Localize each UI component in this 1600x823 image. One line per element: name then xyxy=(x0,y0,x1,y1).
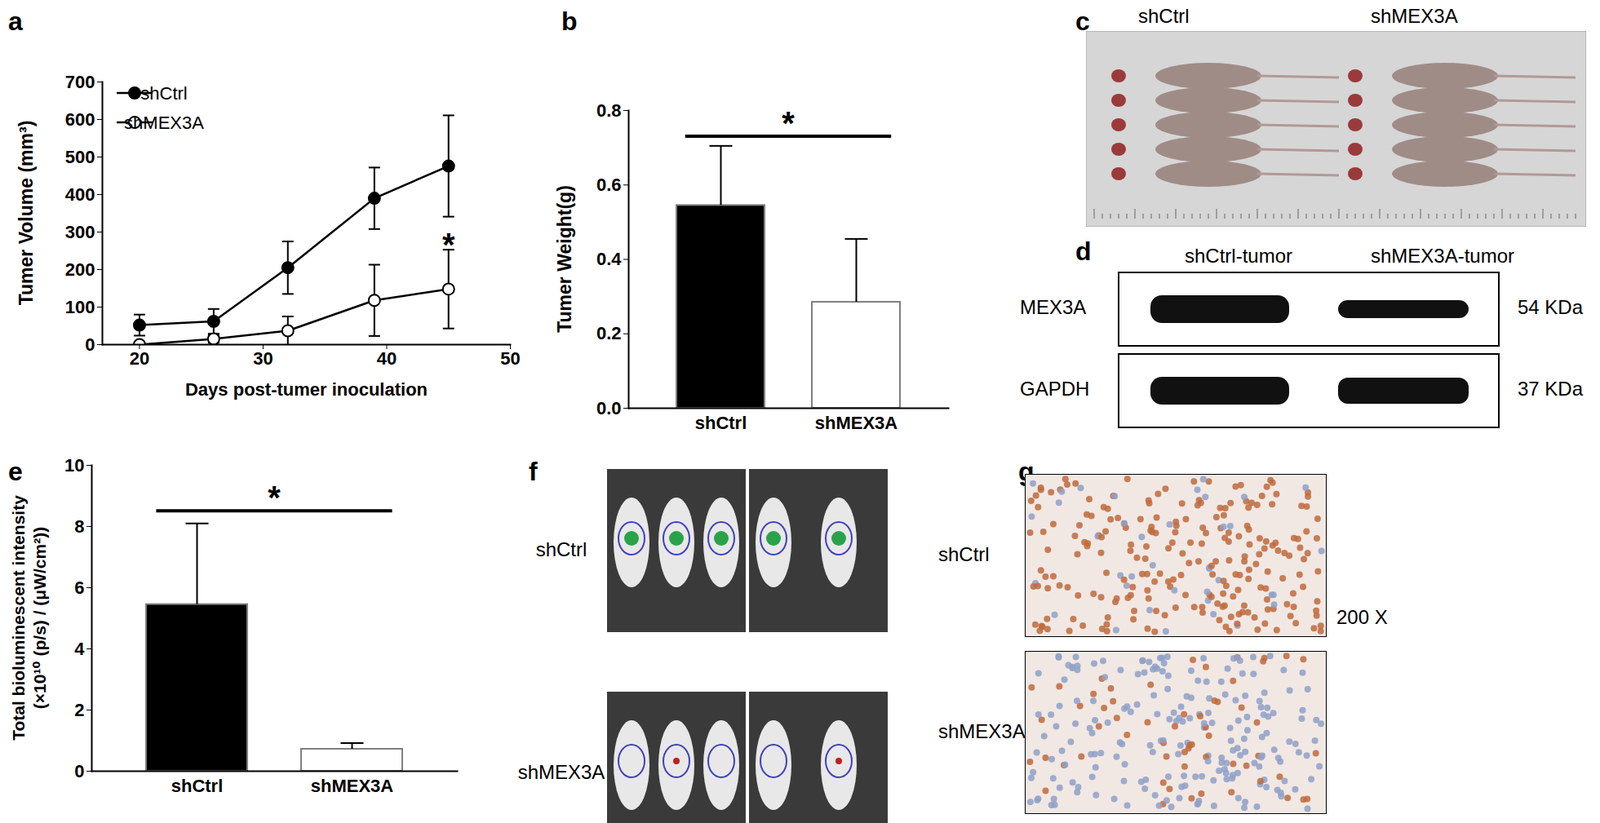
svg-text:shCtrl: shCtrl xyxy=(140,83,187,104)
svg-text:*: * xyxy=(267,479,281,516)
html-text:shCtrl: shCtrl xyxy=(535,538,587,561)
svg-text:8: 8 xyxy=(74,516,85,537)
svg-text:6: 6 xyxy=(74,577,85,599)
svg-text:Days post-tumer inoculation: Days post-tumer inoculation xyxy=(185,379,428,400)
html-text:shMEX3A-tumor: shMEX3A-tumor xyxy=(1370,244,1515,267)
html-text:shCtrl-tumor: shCtrl-tumor xyxy=(1184,244,1293,267)
svg-text:shMEX3A: shMEX3A xyxy=(310,775,395,797)
svg-text:500: 500 xyxy=(65,146,96,168)
html-text:shMEX3A: shMEX3A xyxy=(1370,4,1458,27)
html-text:e: e xyxy=(8,456,23,487)
svg-text:0.6: 0.6 xyxy=(596,174,622,196)
svg-text:0.0: 0.0 xyxy=(596,398,622,419)
html-text:c: c xyxy=(1075,6,1090,36)
html-text:37 KDa: 37 KDa xyxy=(1517,377,1583,400)
svg-text:0: 0 xyxy=(74,761,85,782)
svg-text:600: 600 xyxy=(65,109,96,130)
svg-text:40: 40 xyxy=(376,348,397,369)
html-text:f: f xyxy=(528,456,538,487)
svg-text:0.2: 0.2 xyxy=(596,323,622,344)
svg-text:50: 50 xyxy=(500,348,520,369)
svg-text:0: 0 xyxy=(84,334,95,355)
svg-text:0.8: 0.8 xyxy=(596,100,622,121)
svg-text:shMEX3A: shMEX3A xyxy=(815,412,899,434)
html-text:shCtrl: shCtrl xyxy=(938,543,990,566)
svg-text:Tumer Volume (mm³): Tumer Volume (mm³) xyxy=(15,120,37,306)
svg-text:100: 100 xyxy=(65,296,96,318)
html-text:shMEX3A: shMEX3A xyxy=(517,761,605,784)
svg-text:400: 400 xyxy=(65,184,96,205)
html-text:GAPDH: GAPDH xyxy=(1019,377,1090,400)
svg-text:200: 200 xyxy=(65,259,96,280)
html-text:MEX3A: MEX3A xyxy=(1019,296,1087,319)
html-text:g: g xyxy=(1018,456,1035,487)
svg-text:10: 10 xyxy=(64,455,85,476)
svg-text:Tumer Weight(g): Tumer Weight(g) xyxy=(554,185,576,333)
html-text:a: a xyxy=(8,6,23,36)
svg-text:shCtrl: shCtrl xyxy=(695,412,748,434)
svg-text:Total bioluminescent intensity: Total bioluminescent intensity(×10¹⁰ (p/… xyxy=(8,495,49,741)
html-text:shMEX3A: shMEX3A xyxy=(938,720,1026,743)
html-text:shCtrl: shCtrl xyxy=(1138,4,1190,27)
html-text:b: b xyxy=(561,6,578,36)
svg-text:4: 4 xyxy=(74,638,85,660)
svg-text:20: 20 xyxy=(129,348,150,369)
svg-text:300: 300 xyxy=(65,221,96,243)
svg-text:shMEX3A: shMEX3A xyxy=(124,112,204,133)
svg-text:2: 2 xyxy=(74,700,85,721)
html-text:d: d xyxy=(1075,236,1092,266)
svg-text:30: 30 xyxy=(252,348,273,369)
svg-text:*: * xyxy=(442,226,456,263)
svg-text:shCtrl: shCtrl xyxy=(171,775,224,797)
html-text:200 X: 200 X xyxy=(1336,606,1388,629)
svg-text:700: 700 xyxy=(65,71,96,93)
svg-text:*: * xyxy=(781,105,795,142)
html-text:54 KDa: 54 KDa xyxy=(1517,296,1583,319)
svg-text:0.4: 0.4 xyxy=(596,248,622,270)
